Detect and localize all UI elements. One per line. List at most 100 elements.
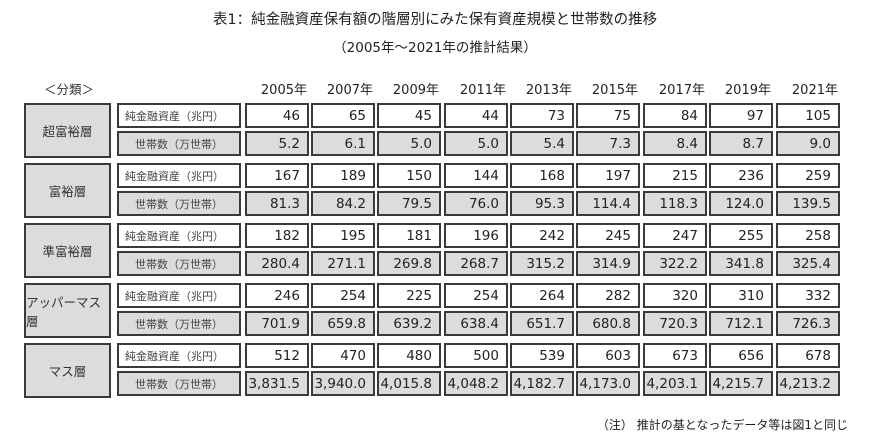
table-cell: 245	[576, 223, 640, 248]
table-cell: 4,015.8	[377, 371, 441, 396]
table-cell: 65	[311, 103, 375, 128]
table-cell: 268.7	[444, 251, 508, 276]
table-cell: 4,182.7	[510, 371, 574, 396]
table-cell: 5.0	[444, 131, 508, 156]
table-cell: 269.8	[377, 251, 441, 276]
row-label-households: 世帯数（万世帯）	[117, 131, 241, 156]
year-header: 2013年	[525, 83, 572, 98]
table-cell: 46	[245, 103, 309, 128]
table-cell: 167	[245, 163, 309, 188]
table-cell: 322.2	[643, 251, 707, 276]
year-header: 2007年	[326, 83, 373, 98]
table-cell: 168	[510, 163, 574, 188]
row-label-net-financial-assets: 純金融資産（兆円）	[117, 163, 241, 188]
table-cell: 236	[709, 163, 773, 188]
table-cell: 76.0	[444, 191, 508, 216]
table-cell: 314.9	[576, 251, 640, 276]
row-label-net-financial-assets: 純金融資産（兆円）	[117, 343, 241, 368]
table-cell: 255	[709, 223, 773, 248]
table-cell: 73	[510, 103, 574, 128]
table-cell: 215	[643, 163, 707, 188]
table-cell: 197	[576, 163, 640, 188]
table-cell: 3,940.0	[311, 371, 375, 396]
table-cell: 4,173.0	[576, 371, 640, 396]
table-cell: 5.2	[245, 131, 309, 156]
table-cell: 75	[576, 103, 640, 128]
category-header: ＜分類＞	[43, 82, 94, 97]
group-label: アッパーマス層	[24, 283, 111, 338]
table-cell: 470	[311, 343, 375, 368]
row-label-net-financial-assets: 純金融資産（兆円）	[117, 223, 241, 248]
table-cell: 673	[643, 343, 707, 368]
year-header: 2017年	[658, 83, 705, 98]
year-header: 2015年	[591, 83, 638, 98]
group-label: 準富裕層	[24, 223, 111, 278]
table-cell: 603	[576, 343, 640, 368]
table-cell: 500	[444, 343, 508, 368]
table-cell: 280.4	[245, 251, 309, 276]
row-label-households: 世帯数（万世帯）	[117, 311, 241, 336]
table-title: 表1：純金融資産保有額の階層別にみた保有資産規模と世帯数の推移	[212, 12, 658, 28]
year-header: 2005年	[260, 83, 307, 98]
table-cell: 114.4	[576, 191, 640, 216]
table-cell: 247	[643, 223, 707, 248]
table-cell: 196	[444, 223, 508, 248]
table-cell: 701.9	[245, 311, 309, 336]
table-cell: 105	[776, 103, 840, 128]
table-cell: 680.8	[576, 311, 640, 336]
table-cell: 271.1	[311, 251, 375, 276]
table-cell: 720.3	[643, 311, 707, 336]
table-cell: 84.2	[311, 191, 375, 216]
table-cell: 259	[776, 163, 840, 188]
table-cell: 539	[510, 343, 574, 368]
row-label-households: 世帯数（万世帯）	[117, 371, 241, 396]
table-cell: 480	[377, 343, 441, 368]
table-cell: 139.5	[776, 191, 840, 216]
table-cell: 225	[377, 283, 441, 308]
table-cell: 315.2	[510, 251, 574, 276]
table-cell: 320	[643, 283, 707, 308]
group-label: 超富裕層	[24, 103, 111, 158]
table-cell: 4,215.7	[709, 371, 773, 396]
year-header: 2011年	[459, 83, 506, 98]
table-cell: 254	[311, 283, 375, 308]
table-cell: 79.5	[377, 191, 441, 216]
table-cell: 6.1	[311, 131, 375, 156]
table-cell: 5.4	[510, 131, 574, 156]
year-header: 2019年	[724, 83, 771, 98]
table-cell: 124.0	[709, 191, 773, 216]
table-cell: 97	[709, 103, 773, 128]
footnote: （注） 推計の基となったデータ等は図1と同じ	[596, 418, 848, 432]
table-cell: 639.2	[377, 311, 441, 336]
table-cell: 332	[776, 283, 840, 308]
row-label-households: 世帯数（万世帯）	[117, 251, 241, 276]
table-cell: 712.1	[709, 311, 773, 336]
table-cell: 8.4	[643, 131, 707, 156]
table-cell: 181	[377, 223, 441, 248]
table-cell: 95.3	[510, 191, 574, 216]
table-cell: 656	[709, 343, 773, 368]
table-cell: 726.3	[776, 311, 840, 336]
table-cell: 8.7	[709, 131, 773, 156]
table-cell: 651.7	[510, 311, 574, 336]
table-cell: 5.0	[377, 131, 441, 156]
table-cell: 512	[245, 343, 309, 368]
table-cell: 3,831.5	[245, 371, 309, 396]
table-cell: 282	[576, 283, 640, 308]
table-cell: 150	[377, 163, 441, 188]
table-cell: 638.4	[444, 311, 508, 336]
table-cell: 7.3	[576, 131, 640, 156]
table-cell: 84	[643, 103, 707, 128]
row-label-households: 世帯数（万世帯）	[117, 191, 241, 216]
table-cell: 246	[245, 283, 309, 308]
table-cell: 258	[776, 223, 840, 248]
table-cell: 144	[444, 163, 508, 188]
table-cell: 4,048.2	[444, 371, 508, 396]
table-subtitle: （2005年～2021年の推計結果）	[333, 40, 537, 56]
table-cell: 4,213.2	[776, 371, 840, 396]
table-cell: 341.8	[709, 251, 773, 276]
table-cell: 182	[245, 223, 309, 248]
table-cell: 118.3	[643, 191, 707, 216]
table-cell: 195	[311, 223, 375, 248]
table-cell: 325.4	[776, 251, 840, 276]
